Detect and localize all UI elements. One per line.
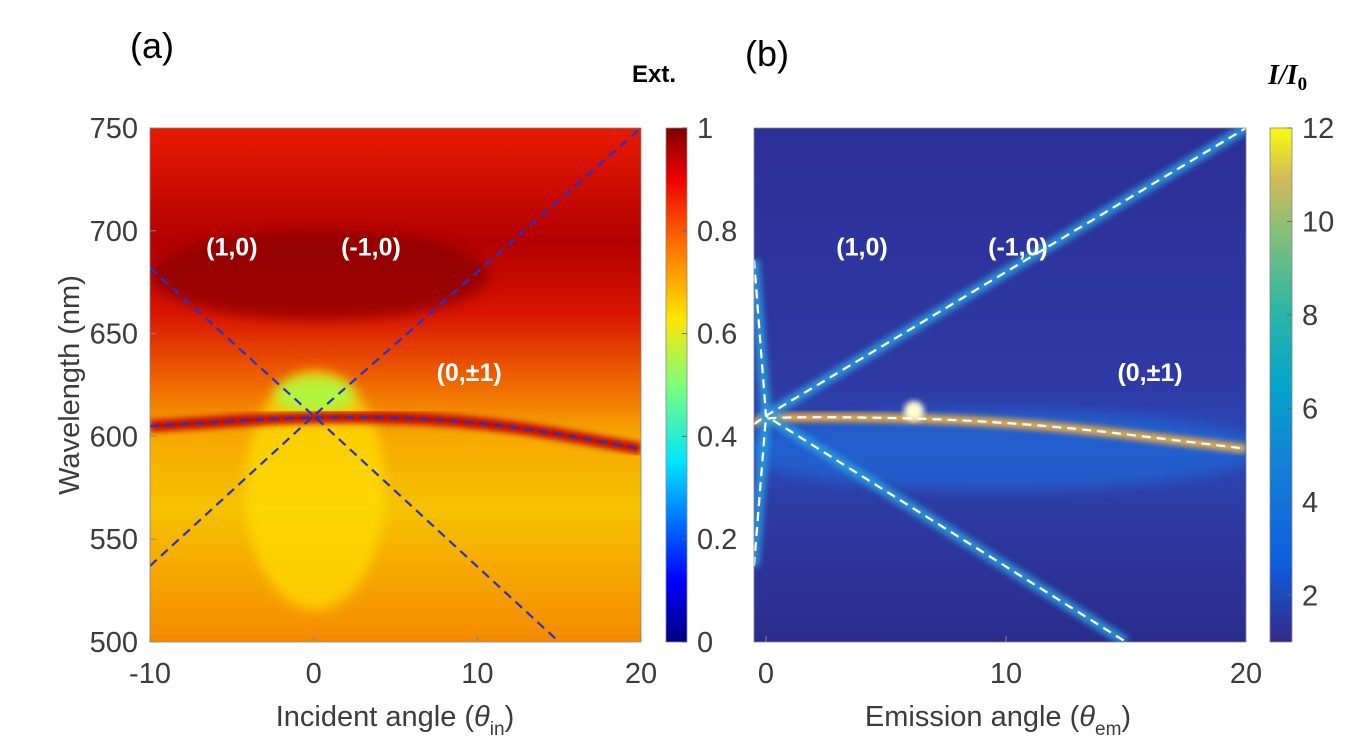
plot-b-annotations: (1,0) (-1,0) (0,±1) <box>836 233 1182 386</box>
x-tick-label: 10 <box>990 658 1022 690</box>
panel-b-label: (b) <box>745 33 789 74</box>
panel-b: (b) 0 10 20 (1,0) (-1,0) (0,±1) Emission ang… <box>745 33 1334 740</box>
colorbar-a <box>665 127 688 643</box>
annotation-label: (-1,0) <box>988 233 1048 261</box>
colorbar-tick-label: 0.2 <box>697 524 737 556</box>
dashed-line-2 <box>150 128 641 567</box>
y-tick-label: 500 <box>90 627 138 659</box>
colorbar-tick-label: 0.8 <box>697 216 737 248</box>
plot-b-x-ticks: 0 10 20 <box>758 636 1262 690</box>
plot-a-annotations: (1,0) (-1,0) (0,±1) <box>206 233 502 386</box>
panel-a-label: (a) <box>130 25 174 66</box>
heatmap-a-dark-band <box>150 230 490 320</box>
colorbar-tick-label: 0.4 <box>697 421 737 453</box>
plot-a-frame <box>149 127 642 643</box>
y-axis-label-a: Wavelength (nm) <box>54 275 86 495</box>
colorbar-tick-label: 2 <box>1302 580 1318 612</box>
colorbar-a-ticks: 0 0.2 0.4 0.6 0.8 1 <box>682 113 737 659</box>
heatmap-a-yellow-core <box>245 370 385 610</box>
x-tick-label: -10 <box>129 658 171 690</box>
y-tick-label: 600 <box>90 421 138 453</box>
colorbar-tick-label: 0 <box>697 627 713 659</box>
colorbar-tick-label: 4 <box>1302 487 1318 519</box>
y-tick-label: 750 <box>90 113 138 145</box>
x-tick-label: 0 <box>758 658 774 690</box>
annotation-label: (1,0) <box>206 233 257 261</box>
colorbar-tick-label: 0.6 <box>697 319 737 351</box>
colorbar-b-title: I/I0 <box>1267 60 1307 95</box>
annotation-label: (1,0) <box>836 233 887 261</box>
colorbar-tick-label: 6 <box>1302 393 1318 425</box>
x-tick-label: 10 <box>461 658 493 690</box>
colorbar-b-ticks: 2 4 6 8 10 12 <box>1287 113 1334 612</box>
dashed-line-3 <box>150 416 641 450</box>
heatmap-b <box>754 128 1246 642</box>
colorbar-tick-label: 8 <box>1302 300 1318 332</box>
annotation-label: (0,±1) <box>1117 359 1182 387</box>
dashed-line-1 <box>150 266 560 642</box>
x-axis-label-b: Emission angle (θem) <box>865 701 1131 740</box>
heatmap-a-background <box>150 128 641 642</box>
annotation-label: (0,±1) <box>437 359 502 387</box>
colorbar-tick-label: 12 <box>1302 113 1334 145</box>
heatmap-a-green-spot <box>275 377 355 413</box>
plot-a-y-ticks: 500 550 600 650 700 750 <box>90 113 156 659</box>
plot-a-x-ticks: -10 0 10 20 <box>129 636 657 690</box>
y-tick-label: 550 <box>90 524 138 556</box>
heatmap-a <box>150 128 641 642</box>
heatmap-b-crossing <box>904 401 924 421</box>
colorbar-b <box>1269 127 1293 643</box>
colorbar-tick-label: 10 <box>1302 206 1334 238</box>
y-tick-label: 650 <box>90 319 138 351</box>
colorbar-a-title: Ext. <box>632 61 676 88</box>
y-tick-label: 700 <box>90 216 138 248</box>
dashed-line-3 <box>754 416 1246 450</box>
colorbar-tick-label: 1 <box>697 113 713 145</box>
x-axis-label-a: Incident angle (θin) <box>276 701 515 740</box>
x-tick-label: 20 <box>1230 658 1262 690</box>
heatmap-b-dashed-lines <box>754 128 1246 642</box>
annotation-label: (-1,0) <box>341 233 401 261</box>
plot-b-frame <box>753 127 1247 643</box>
dashed-line-2 <box>754 128 1246 567</box>
x-tick-label: 20 <box>625 658 657 690</box>
heatmap-a-dashed-lines <box>150 128 641 642</box>
heatmap-b-background <box>754 128 1246 642</box>
x-tick-label: 0 <box>306 658 322 690</box>
